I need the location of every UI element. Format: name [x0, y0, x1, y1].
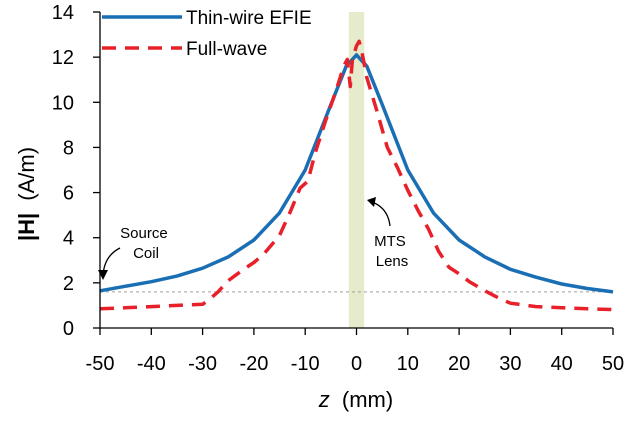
y-axis-unit: (A/m)	[14, 147, 39, 201]
x-tick-label: -20	[239, 353, 268, 375]
x-tick-label: 30	[499, 353, 521, 375]
x-tick-label: -10	[291, 353, 320, 375]
annotation-mts-lens: MTS Lens	[367, 197, 410, 270]
tick-label-layer: -50 -40 -30 -20 -10 0 10 20 30 40 50 0 2 4 6 8 10 12 14	[52, 2, 624, 375]
svg-text:MTS Lens: MTS Lens	[374, 233, 410, 270]
svg-text:Source Coil: Source Coil	[120, 225, 172, 262]
x-axis-unit: (mm)	[342, 387, 393, 412]
legend-label-full-wave: Full-wave	[186, 39, 267, 60]
lens-band	[348, 12, 365, 328]
lens-band-layer	[348, 12, 365, 328]
axes-layer	[93, 11, 614, 335]
legend-label-thin-wire-efie: Thin-wire EFIE	[186, 8, 312, 29]
series-layer	[99, 39, 614, 312]
x-tick-label: 0	[351, 353, 362, 375]
y-axis-variable: |H|	[14, 213, 39, 241]
y-tick-label: 12	[52, 47, 74, 69]
annotation-source-line1: Source	[120, 225, 168, 242]
y-tick-label: 4	[63, 228, 74, 250]
annotation-source-line2: Coil	[133, 245, 159, 262]
legend: Thin-wire EFIE Full-wave	[102, 8, 312, 60]
annotation-lens-line1: MTS	[374, 233, 406, 250]
x-tick-label: 20	[448, 353, 470, 375]
x-tick-label: 40	[551, 353, 573, 375]
y-tick-label: 8	[63, 137, 74, 159]
x-axis-title: z (mm)	[318, 387, 393, 412]
y-tick-label: 14	[52, 2, 74, 24]
annotation-lens-arrowhead	[367, 197, 376, 207]
annotation-lens-line2: Lens	[376, 253, 409, 270]
x-tick-label: 50	[602, 353, 624, 375]
y-tick-label: 2	[63, 273, 74, 295]
x-tick-label: 10	[397, 353, 419, 375]
y-tick-label: 6	[63, 183, 74, 205]
y-axis-title: |H| (A/m)	[14, 147, 39, 241]
annotation-source-arrowhead	[98, 270, 108, 280]
x-tick-label: -40	[137, 353, 166, 375]
series-line-full-wave	[99, 39, 614, 312]
y-tick-label: 10	[52, 92, 74, 114]
x-axis-variable: z	[318, 387, 330, 412]
annotation-lens-arrow	[371, 201, 391, 227]
series-line-thin-wire-efie	[99, 53, 614, 294]
annotation-source-coil: Source Coil	[98, 225, 172, 280]
y-tick-label: 0	[63, 318, 74, 340]
x-tick-label: -50	[86, 353, 115, 375]
x-tick-label: -30	[188, 353, 217, 375]
